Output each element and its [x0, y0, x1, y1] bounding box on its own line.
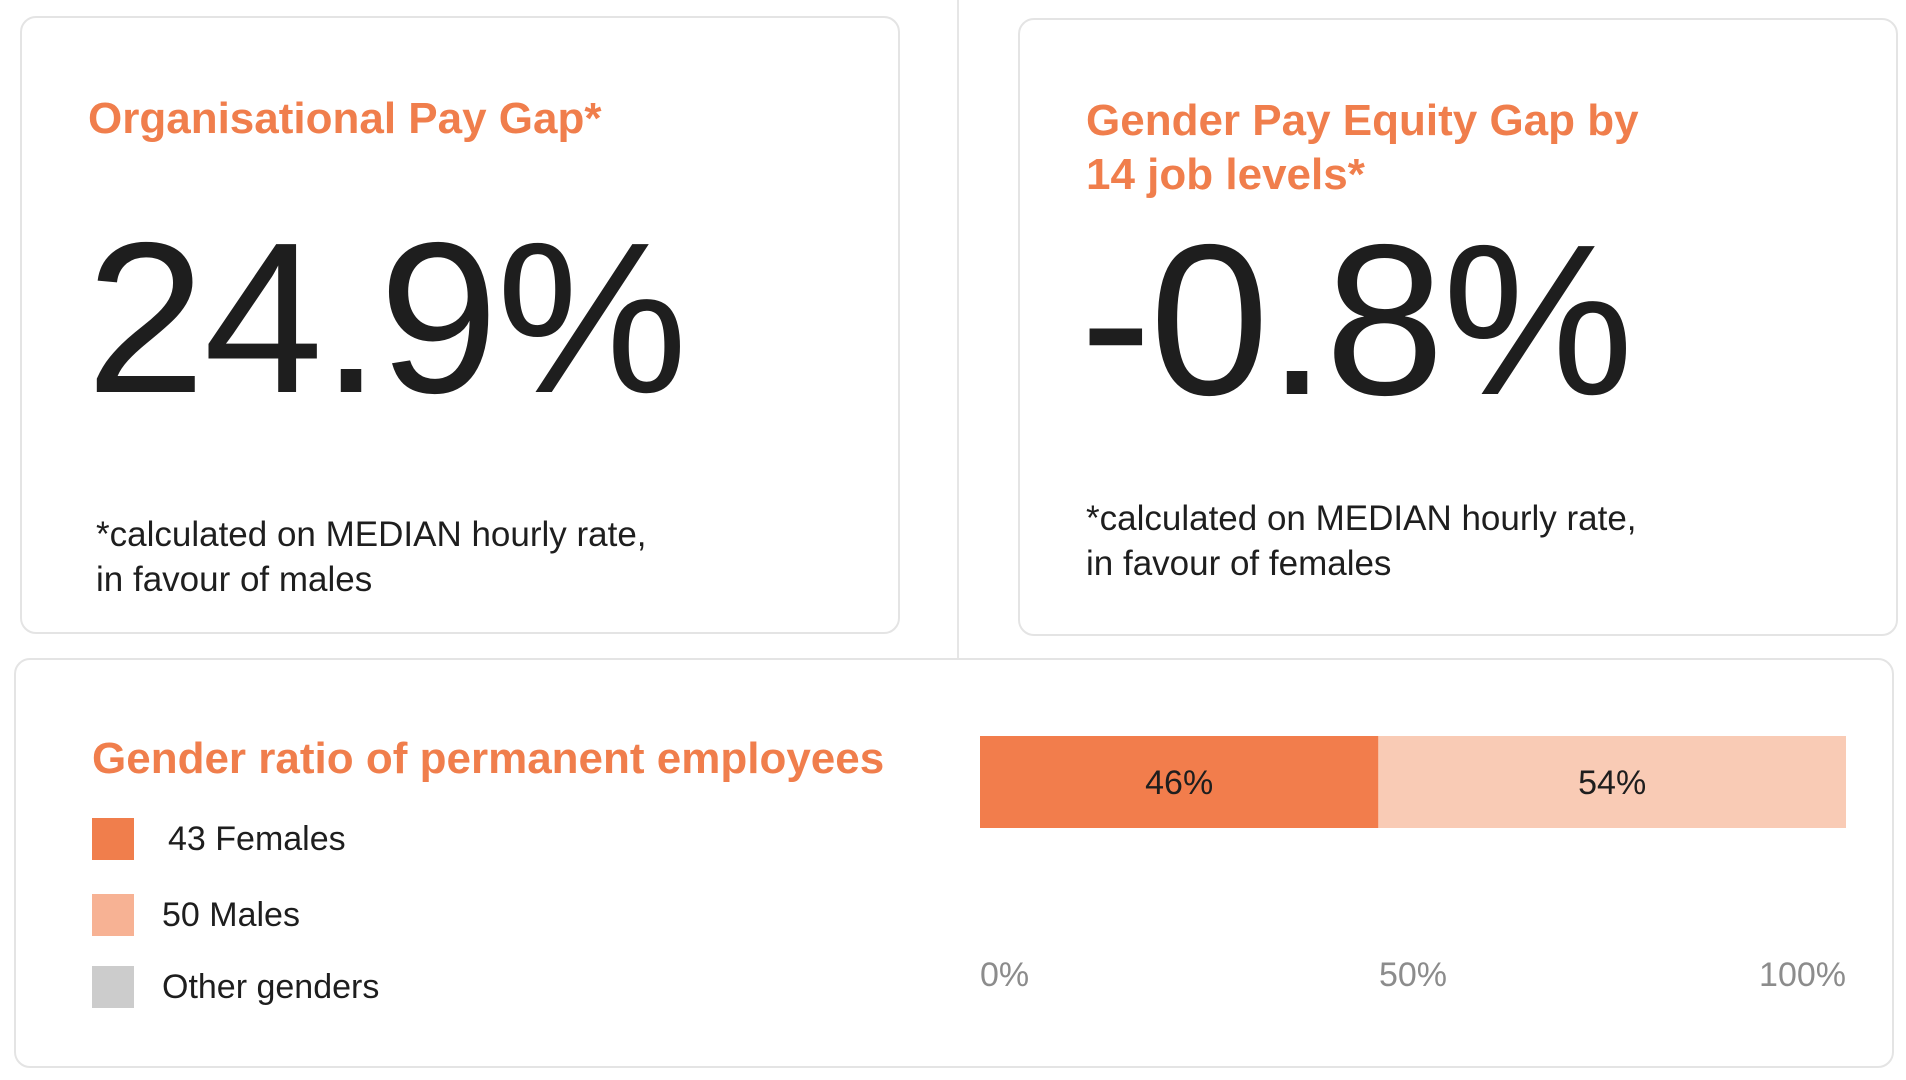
- legend-swatch-other-genders: [92, 966, 134, 1008]
- gender-ratio-stacked-bar-chart: 46% 54% 0% 50% 100%: [980, 736, 1846, 994]
- org-pay-gap-value: 24.9%: [86, 197, 688, 438]
- x-tick-label-0: 0%: [980, 956, 1029, 994]
- legend-label-males: 50 Males: [162, 896, 300, 934]
- legend-swatch-males: [92, 894, 134, 936]
- bar-segment-0: [980, 736, 1379, 828]
- x-tick-label-2: 100%: [1759, 956, 1846, 994]
- legend-label-females: 43 Females: [168, 820, 346, 858]
- organisational-pay-gap-card: Organisational Pay Gap* 24.9% *calculate…: [20, 16, 900, 634]
- legend-label-other-genders: Other genders: [162, 968, 380, 1006]
- equity-gap-title: Gender Pay Equity Gap by 14 job levels*: [1086, 96, 1639, 199]
- org-pay-gap-footnote: *calculated on MEDIAN hourly rate, in fa…: [96, 515, 647, 599]
- column-divider: [957, 0, 959, 660]
- equity-gap-footnote: *calculated on MEDIAN hourly rate, in fa…: [1086, 499, 1637, 583]
- gender-ratio-title: Gender ratio of permanent employees: [92, 734, 885, 783]
- gender-ratio-card: Gender ratio of permanent employees 43 F…: [14, 658, 1894, 1068]
- equity-gap-value: -0.8%: [1080, 199, 1634, 440]
- legend-swatch-females: [92, 818, 134, 860]
- x-tick-label-1: 50%: [1379, 956, 1447, 994]
- bar-segment-1: [1378, 736, 1846, 828]
- bar-segment-label-0: 46%: [1145, 764, 1213, 802]
- org-pay-gap-title: Organisational Pay Gap*: [88, 94, 602, 143]
- gender-pay-equity-gap-card: Gender Pay Equity Gap by 14 job levels* …: [1018, 18, 1898, 636]
- bar-segment-label-1: 54%: [1578, 764, 1646, 802]
